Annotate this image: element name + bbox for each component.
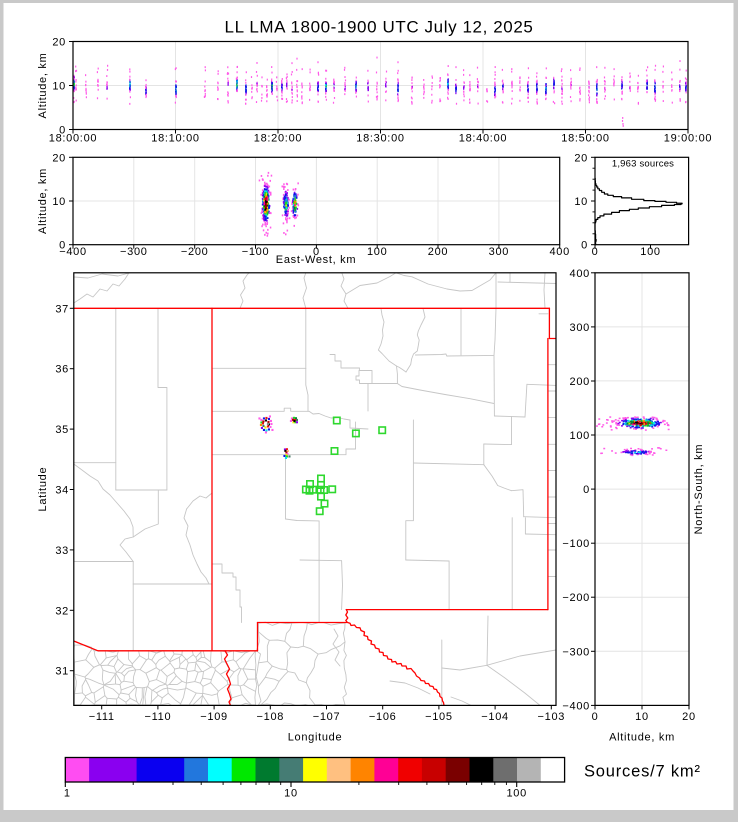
- svg-text:−107: −107: [313, 711, 341, 723]
- svg-text:North-South, km: North-South, km: [693, 444, 705, 535]
- svg-text:0: 0: [59, 125, 66, 137]
- svg-text:1,963 sources: 1,963 sources: [612, 159, 674, 170]
- svg-text:32: 32: [55, 605, 69, 617]
- svg-text:10: 10: [52, 81, 66, 93]
- svg-text:LL LMA 1800-1900 UTC July 12,: LL LMA 1800-1900 UTC July 12, 2025: [225, 18, 534, 37]
- svg-text:East-West, km: East-West, km: [276, 254, 356, 266]
- svg-text:0: 0: [592, 246, 599, 258]
- svg-text:−100: −100: [242, 246, 270, 258]
- svg-text:400: 400: [549, 246, 569, 258]
- svg-text:−110: −110: [145, 711, 172, 723]
- svg-text:−104: −104: [481, 711, 509, 723]
- svg-text:33: 33: [55, 545, 69, 557]
- svg-text:37: 37: [55, 303, 69, 315]
- svg-text:0: 0: [581, 240, 588, 252]
- svg-text:18:20:00: 18:20:00: [254, 133, 302, 145]
- svg-text:0: 0: [59, 240, 66, 252]
- svg-text:20: 20: [52, 152, 66, 164]
- svg-text:−105: −105: [425, 711, 453, 723]
- svg-text:200: 200: [570, 376, 590, 388]
- svg-text:34: 34: [55, 485, 69, 497]
- svg-text:−200: −200: [562, 592, 590, 604]
- svg-text:1: 1: [64, 788, 71, 800]
- svg-text:20: 20: [682, 711, 696, 723]
- svg-text:18:30:00: 18:30:00: [356, 133, 404, 145]
- svg-text:0: 0: [313, 246, 320, 258]
- svg-text:−111: −111: [89, 711, 115, 723]
- svg-text:Altitude, km: Altitude, km: [37, 168, 49, 234]
- svg-text:−106: −106: [369, 711, 397, 723]
- svg-text:35: 35: [55, 424, 69, 436]
- svg-text:18:40:00: 18:40:00: [459, 133, 507, 145]
- svg-text:−400: −400: [562, 700, 590, 712]
- svg-text:20: 20: [574, 152, 588, 164]
- svg-text:−200: −200: [181, 246, 209, 258]
- svg-text:200: 200: [428, 246, 448, 258]
- svg-text:−108: −108: [257, 711, 285, 723]
- svg-text:20: 20: [52, 37, 66, 49]
- svg-text:Longitude: Longitude: [288, 732, 343, 744]
- svg-text:−300: −300: [562, 646, 590, 658]
- svg-text:400: 400: [570, 268, 590, 280]
- svg-text:300: 300: [489, 246, 509, 258]
- svg-text:Latitude: Latitude: [37, 467, 49, 512]
- svg-text:300: 300: [570, 322, 590, 334]
- svg-text:10: 10: [284, 788, 298, 800]
- svg-text:Altitude, km: Altitude, km: [609, 732, 675, 744]
- svg-text:31: 31: [55, 666, 69, 678]
- svg-text:−109: −109: [200, 711, 228, 723]
- svg-text:100: 100: [367, 246, 387, 258]
- svg-text:100: 100: [570, 430, 590, 442]
- svg-text:18:50:00: 18:50:00: [561, 133, 609, 145]
- svg-text:−300: −300: [120, 246, 148, 258]
- svg-text:100: 100: [640, 246, 660, 258]
- svg-text:0: 0: [583, 484, 590, 496]
- svg-text:36: 36: [55, 364, 69, 376]
- svg-text:−100: −100: [562, 538, 590, 550]
- svg-text:Altitude, km: Altitude, km: [37, 53, 49, 119]
- svg-text:19:00:00: 19:00:00: [664, 133, 712, 145]
- svg-text:18:10:00: 18:10:00: [151, 133, 199, 145]
- svg-text:10: 10: [574, 196, 588, 208]
- svg-text:−400: −400: [59, 246, 87, 258]
- svg-text:0: 0: [592, 711, 599, 723]
- svg-text:Sources/7 km²: Sources/7 km²: [584, 763, 701, 781]
- svg-text:100: 100: [506, 788, 526, 800]
- svg-text:10: 10: [52, 196, 66, 208]
- svg-text:18:00:00: 18:00:00: [49, 133, 97, 145]
- svg-text:10: 10: [635, 711, 649, 723]
- svg-text:−103: −103: [538, 711, 566, 723]
